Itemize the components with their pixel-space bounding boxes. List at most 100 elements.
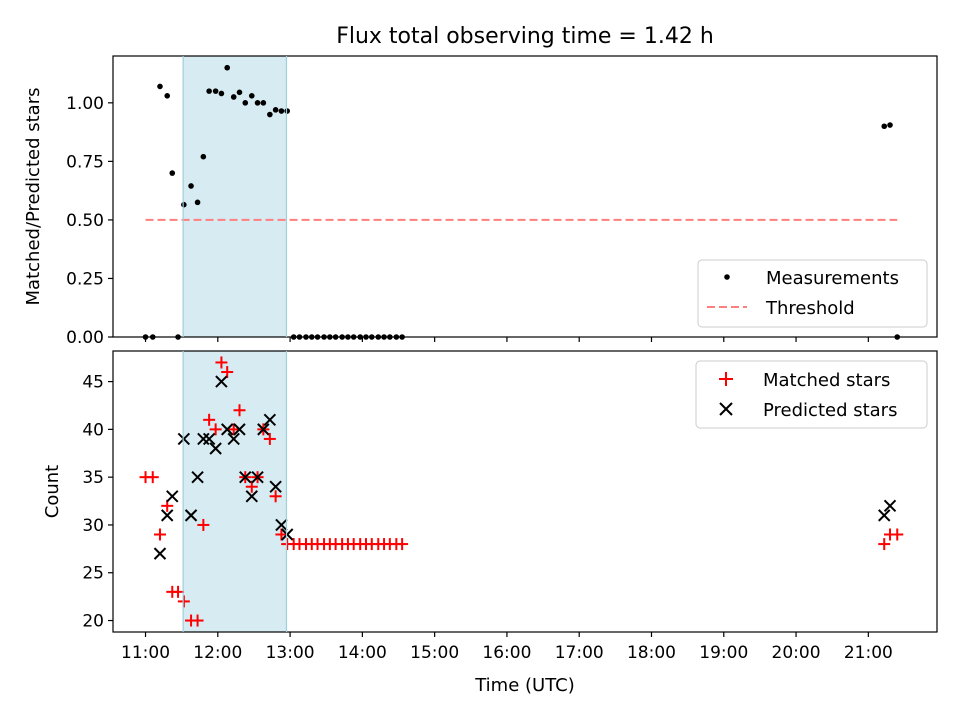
matched-star-point	[269, 490, 282, 503]
bottom-panel-legend: Matched stars Predicted stars	[695, 360, 928, 429]
matched-star-point	[263, 432, 276, 445]
measurement-point	[169, 170, 176, 176]
y-tick-label: 0.00	[66, 328, 104, 348]
matched-star-point	[191, 614, 204, 627]
x-axis-label: Time (UTC)	[474, 675, 575, 696]
legend-matched-marker	[719, 372, 733, 386]
measurement-point	[188, 183, 194, 189]
predicted-star-point	[202, 432, 216, 446]
measurement-point	[272, 107, 279, 113]
bottom-panel-x-axis: 11:00 12:00 13:00 14:00 15:00 16:00 17:00 18:00…	[121, 632, 893, 663]
top-panel-frame	[112, 55, 938, 338]
measurement-point	[278, 108, 285, 114]
legend-measurements-label: Measurements	[766, 268, 899, 289]
y-tick-label: 1.00	[66, 94, 104, 114]
measurement-point	[224, 64, 231, 71]
predicted-star-point	[275, 518, 288, 532]
matched-star-point	[245, 480, 258, 493]
predicted-star-point	[257, 423, 270, 436]
y-tick-label: 0.25	[66, 269, 104, 289]
measurement-point	[260, 100, 267, 106]
measurement-point	[200, 153, 207, 160]
predicted-star-point	[878, 509, 891, 522]
x-tick-label: 18:00	[627, 643, 676, 663]
measurement-point	[267, 111, 273, 118]
y-tick-label: 20	[82, 612, 104, 632]
predicted-star-point	[280, 528, 294, 541]
legend-matched-label: Matched stars	[763, 370, 890, 391]
top-legend-box	[697, 259, 928, 328]
measurement-point	[230, 94, 237, 100]
x-tick-label: 15:00	[410, 643, 459, 663]
top-panel-y-label: Matched/Predicted stars	[23, 88, 44, 306]
matched-star-point	[878, 538, 891, 551]
top-panel: 0.00 0.25 0.50 0.75 1.00 Matched/Predicted s…	[23, 55, 938, 348]
predicted-star-point	[197, 432, 210, 446]
x-tick-label: 14:00	[338, 643, 387, 663]
predicted-star-point	[233, 423, 246, 436]
predicted-star-point	[263, 413, 277, 427]
y-tick-label: 30	[82, 516, 104, 536]
y-tick-label: 0.50	[66, 211, 104, 231]
matched-star-point	[203, 413, 216, 426]
matched-star-point	[172, 585, 185, 598]
x-tick-label: 12:00	[193, 643, 242, 663]
top-panel-x-ticks	[144, 337, 869, 342]
measurement-point	[881, 123, 888, 130]
measurement-point	[254, 100, 261, 106]
x-tick-label: 17:00	[555, 643, 604, 663]
matched-star-point	[197, 518, 210, 531]
measurement-point	[248, 93, 255, 99]
bottom-legend-box	[695, 360, 928, 429]
measurement-point	[157, 83, 163, 90]
predicted-star-point	[184, 509, 198, 522]
y-tick-label: 45	[82, 373, 104, 393]
legend-threshold-label: Threshold	[765, 298, 855, 319]
measurement-point	[212, 88, 219, 94]
y-tick-label: 25	[82, 564, 104, 584]
y-tick-label: 0.75	[66, 152, 104, 172]
predicted-star-point	[209, 442, 222, 455]
x-tick-label: 19:00	[699, 643, 748, 663]
measurement-point	[206, 88, 212, 94]
x-tick-label: 20:00	[772, 643, 821, 663]
measurement-point	[194, 199, 201, 206]
predicted-star-point	[269, 480, 282, 493]
y-tick-label: 35	[82, 468, 104, 488]
matched-star-point	[209, 423, 222, 436]
predicted-star-point	[239, 470, 252, 484]
predicted-star-point	[220, 423, 234, 436]
legend-predicted-marker	[719, 402, 733, 416]
matched-star-point	[275, 528, 288, 541]
chart-title: Flux total observing time = 1.42 h	[336, 24, 714, 49]
predicted-star-point	[166, 490, 179, 503]
bottom-panel-y-axis: 20 25 30 35 40 45	[82, 373, 113, 632]
predicted-star-point	[161, 509, 174, 522]
matched-star-point	[396, 538, 409, 551]
bottom-panel-points	[139, 356, 904, 627]
y-tick-label: 40	[82, 420, 104, 440]
predicted-star-point	[191, 470, 204, 484]
matched-star-point	[227, 423, 240, 436]
top-panel-highlight-span	[183, 56, 287, 337]
matched-star-point	[215, 356, 228, 369]
legend-measurements-marker	[724, 274, 730, 280]
bottom-panel-highlight-span	[183, 351, 287, 632]
predicted-star-point	[883, 499, 897, 513]
measurement-point	[242, 100, 249, 106]
measurement-point	[218, 90, 225, 97]
measurement-point	[181, 201, 187, 208]
matched-star-point	[146, 471, 159, 484]
measurement-point	[284, 108, 290, 114]
measurement-point	[236, 89, 243, 96]
x-tick-label: 13:00	[266, 643, 315, 663]
predicted-star-point	[153, 547, 167, 560]
predicted-star-point	[245, 490, 258, 503]
x-tick-label: 21:00	[844, 643, 893, 663]
matched-star-point	[233, 404, 246, 417]
x-tick-label: 16:00	[482, 643, 531, 663]
bottom-panel: 20 25 30 35 40 45 11:00 12:00 13:00 14:00 15:00 16…	[42, 350, 938, 696]
predicted-star-point	[227, 432, 240, 446]
